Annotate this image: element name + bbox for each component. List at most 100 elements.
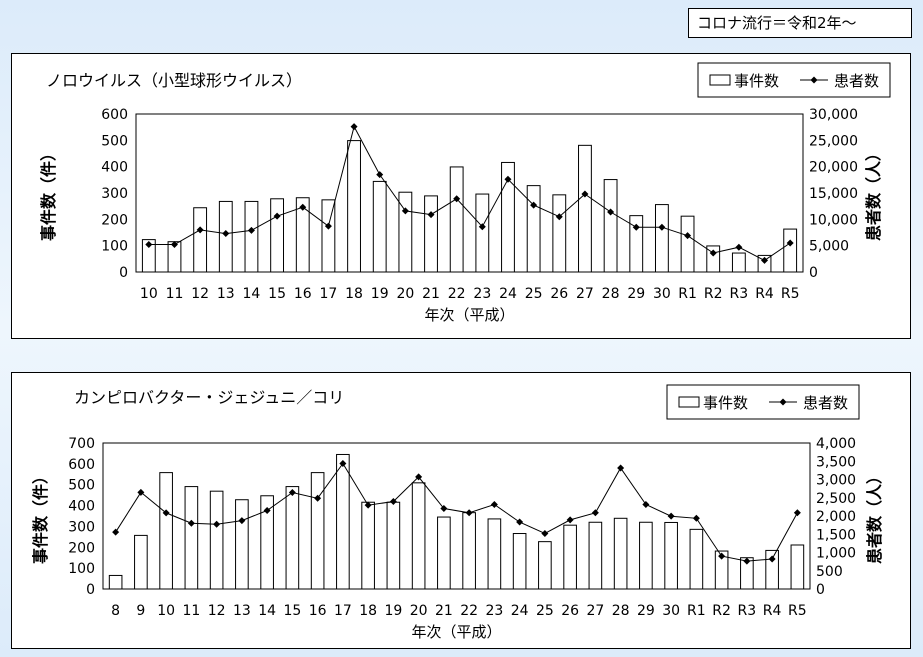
bar-18 [347,140,361,273]
patients-point-27 [581,190,589,198]
x-tick-label: 14 [243,286,261,302]
y-axis-label: 事件数（件） [39,145,58,241]
x-tick-label: R1 [678,286,697,302]
y2-tick-label: 25,000 [809,133,858,149]
patients-point-11 [187,519,195,527]
legend-line-label: 患者数 [834,72,879,90]
y-tick-label: 400 [101,160,128,176]
bar-19 [386,501,401,590]
x-tick-label: 9 [136,603,145,619]
bar-25 [538,541,552,590]
legend-line-marker [810,76,818,84]
x-tick-label: 18 [359,603,377,619]
patients-point-22 [465,509,473,517]
patients-point-R3 [743,557,751,565]
patients-point-24 [516,518,524,526]
patients-point-R1 [692,514,700,522]
norovirus-chart: ノロウイルス（小型球形ウイルス） 0 100 200 300 400 500 600 0 5,00… [39,62,891,324]
y2-tick-label: 10,000 [809,212,858,228]
bar-12 [209,490,224,590]
bar-14 [244,200,259,273]
bar-R5 [790,544,805,590]
patients-point-11 [170,241,178,249]
patients-point-R5 [793,509,801,517]
patients-point-R3 [735,243,743,251]
y-tick-label: 500 [101,133,128,149]
bar-27 [588,521,603,590]
y2-tick-label: 3,000 [816,473,856,489]
corona-note-text: コロナ流行＝令和2年～ [697,14,857,32]
patients-point-20 [401,207,409,215]
bar-25 [526,185,541,273]
x-tick-label: 11 [166,286,184,302]
x-tick-label: 29 [637,603,655,619]
patients-point-16 [314,494,322,502]
patients-point-15 [288,489,296,497]
patients-point-28 [607,208,615,216]
y2-tick-label: 4,000 [816,436,856,452]
patients-point-R4 [761,256,769,264]
x-tick-label: 13 [217,286,235,302]
bar-10 [159,472,173,590]
patients-point-12 [196,226,204,234]
patients-point-22 [453,195,461,203]
patients-point-28 [617,464,625,472]
y-tick-label: 200 [68,540,95,556]
x-tick-label: R5 [781,286,800,302]
x-tick-label: 25 [536,603,554,619]
x-tick-label: 19 [371,286,389,302]
patients-point-23 [490,501,498,509]
bar-24 [512,533,527,590]
x-tick-label: 14 [258,603,276,619]
legend-bar-label: 事件数 [703,394,748,412]
x-tick-label: R2 [704,286,723,302]
patients-point-12 [213,520,221,528]
bar-28 [603,179,618,273]
bar-19 [372,180,387,273]
patients-line [148,125,791,261]
x-tick-label: 15 [283,603,301,619]
x-tick-label: R4 [763,603,782,619]
x-tick-label: 13 [233,603,251,619]
patients-point-25 [530,201,538,209]
x-tick-label: 27 [586,603,604,619]
y2-tick-label: 3,500 [816,454,856,470]
y2-tick-label: 1,000 [816,546,856,562]
bar-28 [613,517,628,590]
patients-point-27 [591,509,599,517]
plot-area [102,442,811,590]
y-tick-label: 0 [119,265,128,281]
x-tick-label: 28 [612,603,630,619]
y-tick-label: 700 [68,436,95,452]
patients-point-26 [566,516,574,524]
y-axis-label: 事件数（件） [31,468,50,564]
x-axis-label: 年次（平成） [424,306,514,324]
patients-point-21 [440,504,448,512]
x-tick-label: 16 [309,603,327,619]
patients-point-21 [427,211,435,219]
y-tick-label: 600 [101,107,128,123]
x-tick-label: 15 [268,286,286,302]
y-tick-label: 300 [101,186,128,202]
patients-point-19 [376,171,384,179]
x-tick-label: 8 [111,603,120,619]
x-tick-label: 20 [410,603,428,619]
x-tick-label: 23 [485,603,503,619]
bar-27 [578,144,592,273]
patients-point-25 [541,530,549,538]
patients-point-19 [389,498,397,506]
campylobacter-chart-panel: カンピロバクター・ジェジュニ／コリ 0 100 200 300 400 500 600 700 0… [11,372,911,649]
patients-point-9 [137,488,145,496]
norovirus-chart-panel: ノロウイルス（小型球形ウイルス） 0 100 200 300 400 500 600 0 5,00… [11,53,911,339]
x-tick-label: R1 [687,603,706,619]
y-tick-label: 400 [68,499,95,515]
y2-axis-label: 患者数（人） [865,468,884,564]
bar-17 [336,453,350,590]
patients-point-R2 [709,249,717,257]
legend-line-label: 患者数 [803,394,848,412]
y-tick-label: 0 [86,582,95,598]
campylobacter-chart: カンピロバクター・ジェジュニ／コリ 0 100 200 300 400 500 600 700 0… [31,384,884,641]
x-tick-label: 21 [435,603,453,619]
x-tick-label: 17 [319,286,337,302]
patients-point-29 [632,223,640,231]
